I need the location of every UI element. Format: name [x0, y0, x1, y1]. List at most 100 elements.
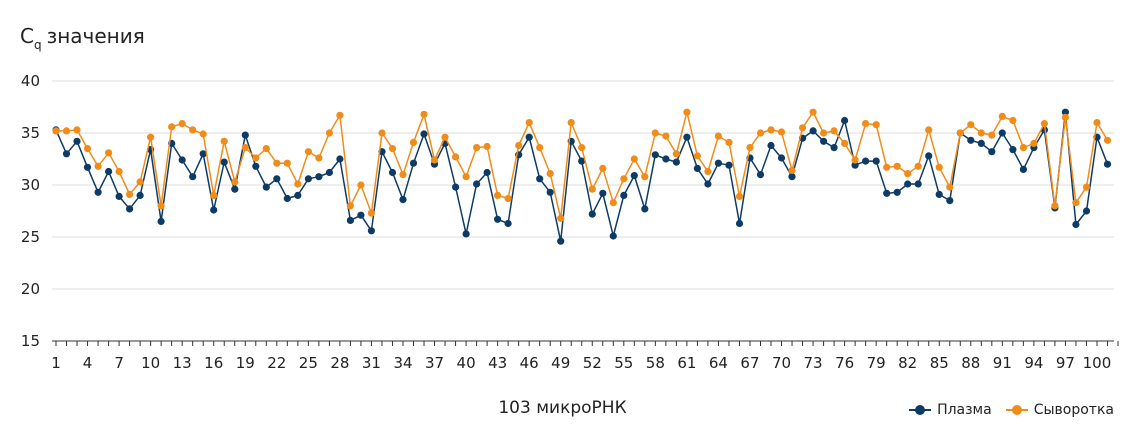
legend-label-plasma: Плазма [937, 402, 992, 418]
data-point-serum-95 [1040, 120, 1048, 128]
data-point-serum-38 [441, 133, 449, 141]
data-point-plasma-73 [809, 127, 817, 135]
x-tick-label-13: 13 [173, 354, 192, 372]
data-point-serum-1 [52, 127, 60, 135]
data-point-plasma-16 [210, 206, 218, 214]
data-point-serum-60 [672, 150, 681, 158]
data-point-serum-27 [325, 129, 333, 137]
data-point-serum-83 [914, 162, 922, 170]
x-tick-label-94: 94 [1024, 354, 1043, 372]
y-tick-label-35: 35 [21, 124, 40, 142]
data-point-serum-93 [1019, 144, 1027, 152]
data-point-plasma-84 [925, 152, 933, 160]
data-point-plasma-58 [651, 151, 659, 159]
data-point-serum-85 [935, 163, 943, 171]
data-point-serum-53 [599, 164, 607, 172]
data-point-plasma-15 [199, 150, 207, 158]
data-point-serum-65 [725, 138, 733, 146]
data-point-plasma-40 [462, 230, 470, 238]
chart-title: Cq значения [20, 24, 145, 52]
data-point-plasma-44 [504, 219, 512, 228]
data-point-plasma-62 [693, 164, 702, 172]
data-point-serum-41 [473, 144, 481, 152]
data-point-serum-40 [462, 173, 470, 181]
data-point-serum-56 [630, 155, 638, 163]
data-point-serum-81 [893, 162, 901, 170]
data-point-plasma-69 [767, 141, 775, 150]
data-point-plasma-31 [367, 227, 375, 235]
legend: Плазма Сыворотка [909, 402, 1114, 418]
data-point-serum-80 [883, 163, 891, 171]
data-point-plasma-41 [473, 180, 481, 188]
data-point-serum-11 [157, 202, 165, 210]
data-point-plasma-47 [536, 175, 544, 183]
data-point-serum-32 [378, 129, 386, 137]
data-point-serum-61 [683, 108, 691, 116]
data-point-serum-84 [925, 126, 933, 134]
data-point-serum-51 [578, 144, 586, 152]
legend-item-plasma: Плазма [909, 402, 992, 418]
legend-label-serum: Сыворотка [1033, 402, 1114, 418]
data-point-plasma-71 [788, 173, 796, 181]
data-point-plasma-57 [641, 205, 649, 213]
data-point-plasma-66 [735, 219, 744, 228]
data-point-plasma-86 [946, 197, 954, 205]
data-point-plasma-42 [483, 168, 491, 177]
data-point-serum-54 [609, 199, 617, 207]
data-point-serum-26 [315, 154, 323, 162]
data-point-serum-3 [73, 126, 81, 134]
data-point-serum-44 [504, 194, 512, 203]
x-tick-label-76: 76 [835, 354, 854, 372]
data-point-plasma-8 [126, 205, 134, 213]
data-point-serum-97 [1061, 113, 1069, 121]
data-point-serum-14 [189, 126, 197, 134]
data-point-plasma-61 [683, 133, 691, 141]
x-tick-label-37: 37 [425, 354, 444, 372]
data-point-plasma-101 [1103, 160, 1112, 168]
x-tick-label-46: 46 [520, 354, 539, 372]
x-tick-label-79: 79 [867, 354, 886, 372]
data-point-serum-18 [231, 178, 239, 186]
x-tick-label-34: 34 [393, 354, 412, 372]
data-point-plasma-3 [73, 137, 81, 145]
data-point-serum-86 [946, 183, 954, 191]
data-point-serum-43 [494, 191, 502, 199]
data-point-serum-8 [126, 190, 134, 198]
data-point-plasma-76 [841, 116, 849, 125]
data-point-serum-45 [515, 141, 523, 150]
data-point-serum-76 [841, 139, 849, 147]
x-tick-label-43: 43 [488, 354, 507, 372]
data-point-plasma-52 [588, 210, 596, 218]
data-point-plasma-80 [883, 189, 891, 197]
data-point-plasma-88 [967, 136, 975, 144]
data-point-serum-75 [830, 127, 838, 135]
data-point-plasma-28 [336, 155, 344, 163]
data-point-plasma-30 [357, 211, 365, 219]
x-tick-label-97: 97 [1056, 354, 1075, 372]
data-point-serum-69 [767, 126, 775, 134]
data-point-plasma-17 [220, 158, 228, 166]
data-point-plasma-27 [325, 168, 333, 177]
x-tick-label-52: 52 [583, 354, 602, 372]
data-point-plasma-81 [893, 188, 901, 196]
x-tick-label-82: 82 [898, 354, 917, 372]
series-line-plasma [55, 111, 1109, 242]
data-point-serum-91 [998, 112, 1006, 120]
x-tick-label-10: 10 [141, 354, 160, 372]
data-point-serum-21 [262, 145, 270, 153]
x-tick-label-31: 31 [362, 354, 381, 372]
data-point-plasma-19 [241, 131, 249, 139]
data-point-plasma-91 [998, 129, 1006, 137]
data-point-plasma-11 [157, 217, 165, 225]
data-point-plasma-92 [1009, 146, 1017, 154]
data-point-serum-68 [756, 129, 765, 137]
data-point-plasma-22 [273, 175, 281, 183]
data-point-plasma-33 [388, 168, 397, 177]
data-point-serum-72 [799, 124, 807, 132]
data-point-serum-23 [283, 159, 291, 167]
x-axis-title: 103 микроРНК [0, 398, 1140, 418]
data-point-plasma-53 [599, 189, 607, 197]
x-tick-label-64: 64 [709, 354, 728, 372]
x-tick-label-25: 25 [299, 354, 318, 372]
data-point-plasma-63 [704, 180, 712, 188]
